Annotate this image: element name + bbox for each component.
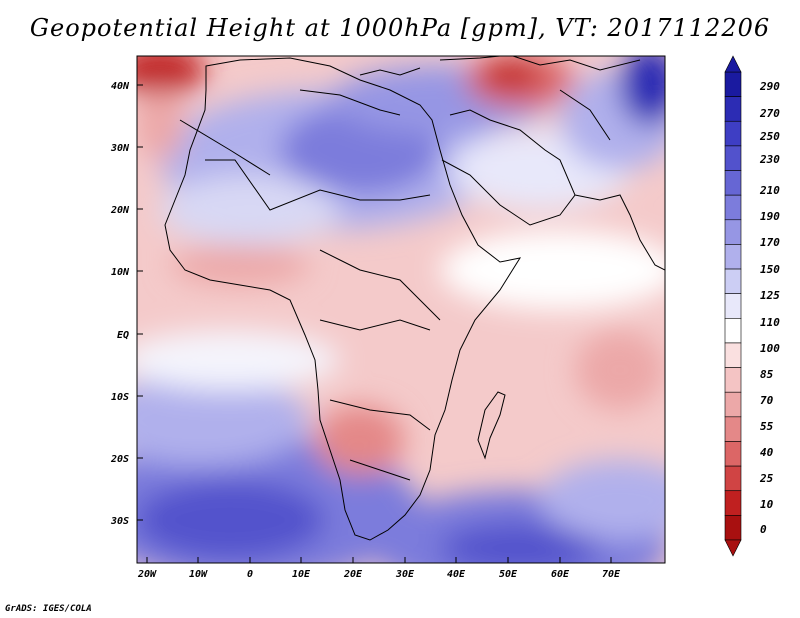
- lat-ticks: [137, 84, 143, 521]
- lon-label: 40E: [447, 569, 466, 580]
- colorbar-label: 70: [760, 394, 774, 407]
- colorbar-swatch: [724, 367, 742, 393]
- lat-label: 30N: [110, 143, 130, 154]
- colorbar-swatch: [724, 120, 742, 147]
- colorbar-label: 230: [759, 153, 780, 166]
- colorbar-label: 10: [760, 498, 774, 511]
- colorbar-swatch: [724, 145, 742, 171]
- colorbar-label: 55: [760, 420, 774, 433]
- colorbar-label: 290: [759, 80, 780, 93]
- colorbar-label: 25: [759, 472, 774, 485]
- colorbar-swatch: [724, 465, 742, 492]
- colorbar-swatch: [724, 96, 742, 122]
- colorbar: [724, 55, 742, 557]
- lon-labels: 20W 10W 0 10E 20E 30E 40E 50E 60E 70E: [137, 569, 621, 580]
- colorbar-label: 125: [760, 289, 780, 302]
- colorbar-swatch: [724, 318, 742, 344]
- colorbar-labels: 290 270 250 230 210 190 170 150 125 110 …: [759, 80, 780, 536]
- colorbar-swatch: [724, 268, 742, 294]
- lon-label: 70E: [602, 569, 621, 580]
- lat-label: 40N: [111, 81, 130, 92]
- colorbar-label: 170: [760, 236, 780, 249]
- lon-label: 20W: [137, 569, 157, 580]
- colorbar-swatch: [724, 194, 742, 221]
- colorbar-min-arrow: [724, 539, 742, 557]
- colorbar-swatch: [724, 342, 742, 368]
- colorbar-label: 150: [760, 263, 780, 276]
- colorbar-swatch: [724, 293, 742, 319]
- lon-ticks: [146, 557, 612, 563]
- lon-label: 10W: [189, 569, 208, 580]
- coastlines: [164, 56, 665, 541]
- colorbar-swatch: [724, 71, 742, 97]
- colorbar-label: 210: [759, 184, 780, 197]
- lon-label: 0: [247, 569, 253, 580]
- lat-label: 30S: [110, 516, 129, 527]
- lon-label: 10E: [292, 569, 311, 580]
- map-title: Geopotential Height at 1000hPa [gpm], VT…: [29, 14, 771, 42]
- colorbar-max-arrow: [724, 55, 742, 73]
- colorbar-swatch: [724, 490, 742, 516]
- lat-label: 10S: [111, 392, 129, 403]
- colorbar-swatch: [724, 416, 742, 442]
- lat-label: 20N: [110, 205, 130, 216]
- colorbar-swatch: [724, 170, 742, 196]
- colorbar-label: 40: [760, 446, 774, 459]
- colorbar-swatch: [724, 441, 742, 467]
- lon-label: 30E: [395, 569, 415, 580]
- colorbar-label: 85: [760, 368, 774, 381]
- colorbar-label: 250: [759, 130, 780, 143]
- lat-label: 20S: [110, 454, 129, 465]
- lat-label: 10N: [111, 267, 130, 278]
- plot-frame: [136, 55, 666, 564]
- colorbar-label: 0: [760, 523, 767, 536]
- colorbar-swatch: [724, 391, 742, 418]
- lon-label: 60E: [551, 569, 570, 580]
- colorbar-label: 190: [760, 210, 780, 223]
- colorbar-label: 110: [760, 316, 780, 329]
- height-field: [137, 56, 665, 563]
- colorbar-swatch: [724, 515, 742, 541]
- lon-label: 20E: [343, 569, 363, 580]
- grads-credit: GrADS: IGES/COLA: [5, 604, 92, 614]
- colorbar-swatch: [724, 244, 742, 270]
- colorbar-label: 270: [759, 107, 780, 120]
- lat-label: EQ: [117, 330, 129, 341]
- lat-labels: 40N 30N 20N 10N EQ 10S 20S 30S: [110, 81, 130, 527]
- lon-label: 50E: [499, 569, 518, 580]
- colorbar-label: 100: [760, 342, 780, 355]
- colorbar-swatch: [724, 219, 742, 245]
